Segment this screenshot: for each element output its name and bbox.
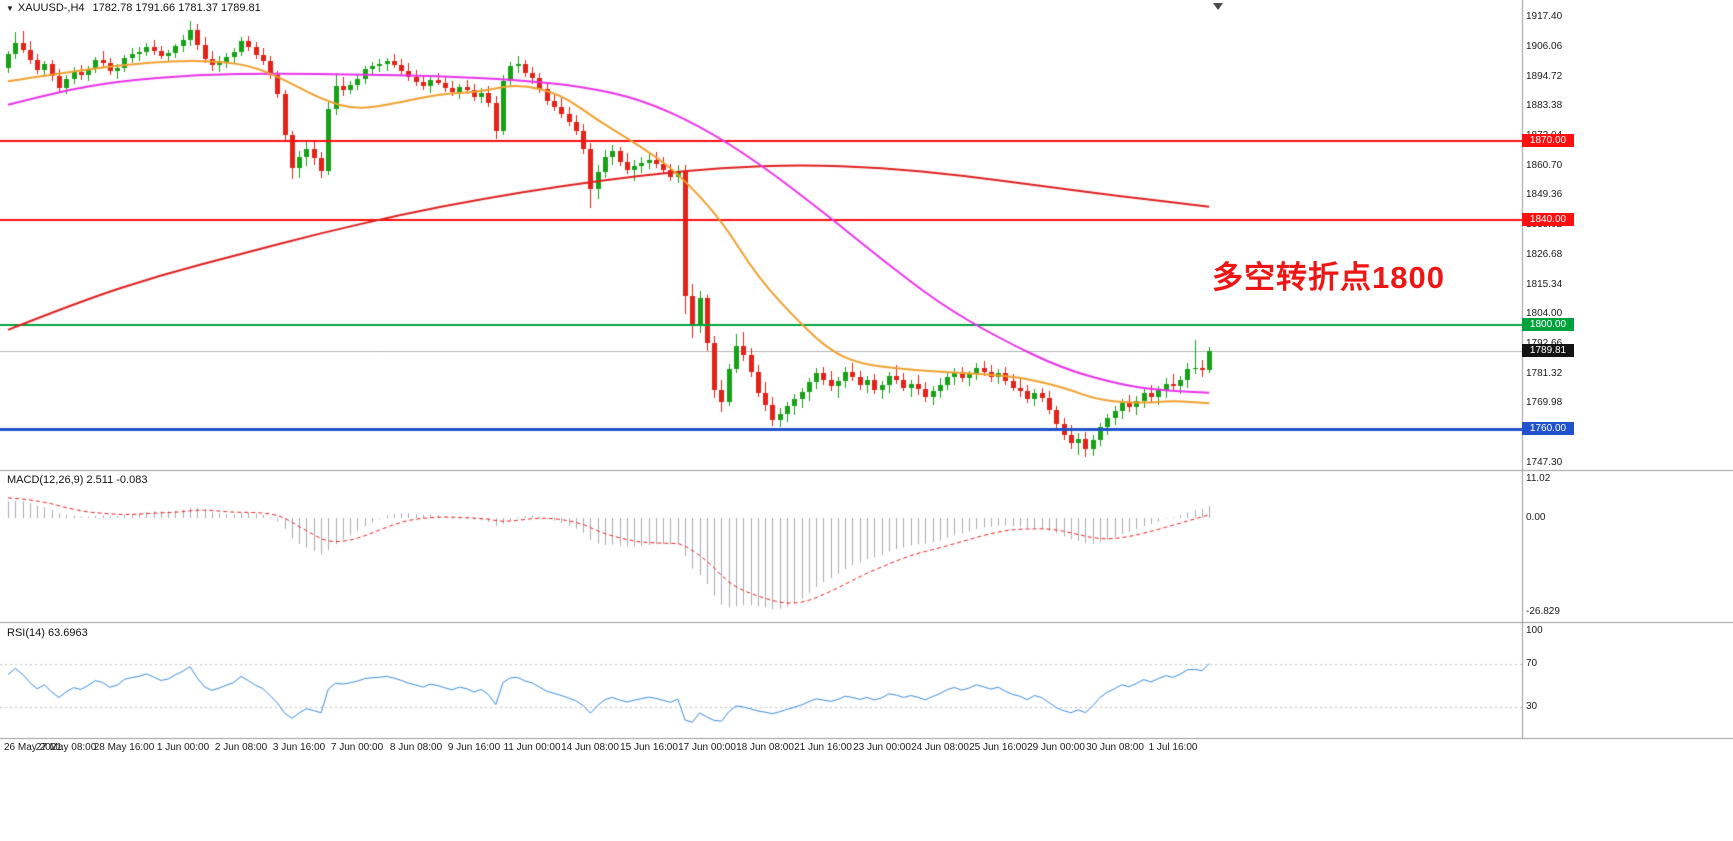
macd-axis-label: -26.829	[1526, 606, 1560, 617]
price-axis-label: 1769.98	[1526, 397, 1563, 408]
rsi-axis-label: 70	[1526, 658, 1538, 669]
time-axis-label: 21 Jun 16:00	[794, 742, 852, 753]
time-axis-label: 14 Jun 08:00	[561, 742, 619, 753]
price-axis-label: 1826.68	[1526, 249, 1563, 260]
time-axis-label: 17 Jun 00:00	[678, 742, 736, 753]
rsi-axis-label: 30	[1526, 701, 1538, 712]
time-axis-label: 25 Jun 16:00	[969, 742, 1027, 753]
time-axis-label: 30 Jun 08:00	[1086, 742, 1144, 753]
symbol-timeframe-label: XAUUSD-,H4	[17, 2, 85, 14]
macd-indicator-label: MACD(12,26,9) 2.511 -0.083	[7, 474, 147, 486]
price-axis-label: 1792.66	[1526, 338, 1562, 349]
price-line-badge: 1870.00	[1522, 134, 1574, 147]
chart-menu-icon[interactable]: ▼	[6, 4, 14, 13]
chart-shift-marker-icon[interactable]	[1213, 3, 1223, 10]
price-axis-label: 1781.32	[1526, 368, 1563, 379]
price-axis-label: 1906.06	[1526, 41, 1563, 52]
macd-label-name: MACD(12,26,9)	[7, 474, 84, 486]
price-line-badge: 1840.00	[1522, 213, 1574, 226]
time-axis-label: 2 Jun 08:00	[214, 742, 268, 753]
time-axis-label: 8 Jun 08:00	[389, 742, 443, 753]
price-axis-label: 1894.72	[1526, 71, 1563, 82]
time-axis-label: 28 May 16:00	[93, 742, 155, 753]
price-axis-label: 1883.38	[1526, 100, 1563, 111]
time-axis-label: 9 Jun 16:00	[447, 742, 501, 753]
time-axis-label: 7 Jun 00:00	[330, 742, 384, 753]
price-axis-label: 1860.70	[1526, 160, 1563, 171]
time-axis-label: 27 May 08:00	[35, 742, 97, 753]
time-axis-label: 24 Jun 08:00	[911, 742, 969, 753]
rsi-axis-label: 100	[1526, 625, 1543, 636]
price-axis-label: 1747.30	[1526, 457, 1563, 468]
time-axis-label: 15 Jun 16:00	[620, 742, 678, 753]
macd-axis-label: 11.02	[1526, 473, 1551, 484]
price-axis-label: 1849.36	[1526, 189, 1563, 200]
rsi-label-name: RSI(14)	[7, 627, 45, 639]
rsi-indicator-label: RSI(14) 63.6963	[7, 627, 88, 639]
macd-label-values: 2.511 -0.083	[86, 474, 148, 486]
time-axis-label: 18 Jun 08:00	[736, 742, 794, 753]
time-axis-label: 1 Jul 16:00	[1148, 742, 1198, 753]
price-axis-label: 1804.00	[1526, 308, 1563, 319]
time-axis-label: 1 Jun 00:00	[156, 742, 210, 753]
time-axis-label: 26 May 2021	[4, 742, 62, 753]
current-price-badge: 1789.81	[1522, 344, 1574, 357]
time-axis-label: 11 Jun 00:00	[503, 742, 561, 753]
time-axis-label: 23 Jun 00:00	[853, 742, 911, 753]
macd-axis-label: 0.00	[1526, 512, 1546, 523]
price-axis-label: 1917.40	[1526, 11, 1563, 22]
price-axis-label: 1815.34	[1526, 279, 1563, 290]
rsi-label-value: 63.6963	[47, 627, 88, 639]
chart-title: ▼ XAUUSD-,H4 1782.78 1791.66 1781.37 1789.…	[6, 2, 261, 14]
time-axis-label: 29 Jun 00:00	[1027, 742, 1085, 753]
price-line-badge: 1800.00	[1522, 318, 1574, 331]
ohlc-readout: 1782.78 1791.66 1781.37 1789.81	[92, 2, 261, 14]
price-line-badge: 1760.00	[1522, 422, 1574, 435]
time-axis-label: 3 Jun 16:00	[272, 742, 326, 753]
annotation-text: 多空转折点1800	[1212, 260, 1445, 295]
